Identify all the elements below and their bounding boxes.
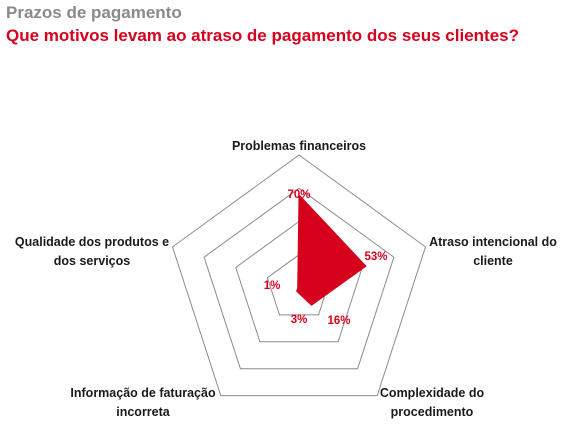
value-label-3: 16% [327, 315, 350, 327]
value-label-2: 53% [364, 251, 387, 263]
axis-label-1: Problemas financeiros [232, 139, 366, 153]
chart-kicker: Prazos de pagamento [6, 3, 182, 22]
chart-headline: Que motivos levam ao atraso de pagamento… [6, 26, 519, 45]
value-label-4: 3% [291, 314, 308, 326]
value-label-1: 70% [287, 189, 310, 201]
grid-ring-3 [203, 187, 395, 370]
series-area [296, 193, 367, 306]
axis-label-3: Complexidade do procedimento [380, 386, 485, 419]
axis-label-2: Atraso intencional do cliente [429, 235, 557, 268]
value-label-5: 1% [264, 280, 281, 292]
axis-label-5: Qualidade dos produtos e dos serviços [15, 235, 169, 268]
grid-ring-4 [171, 154, 427, 397]
axis-label-4: Informação de faturação incorreta [70, 386, 216, 419]
